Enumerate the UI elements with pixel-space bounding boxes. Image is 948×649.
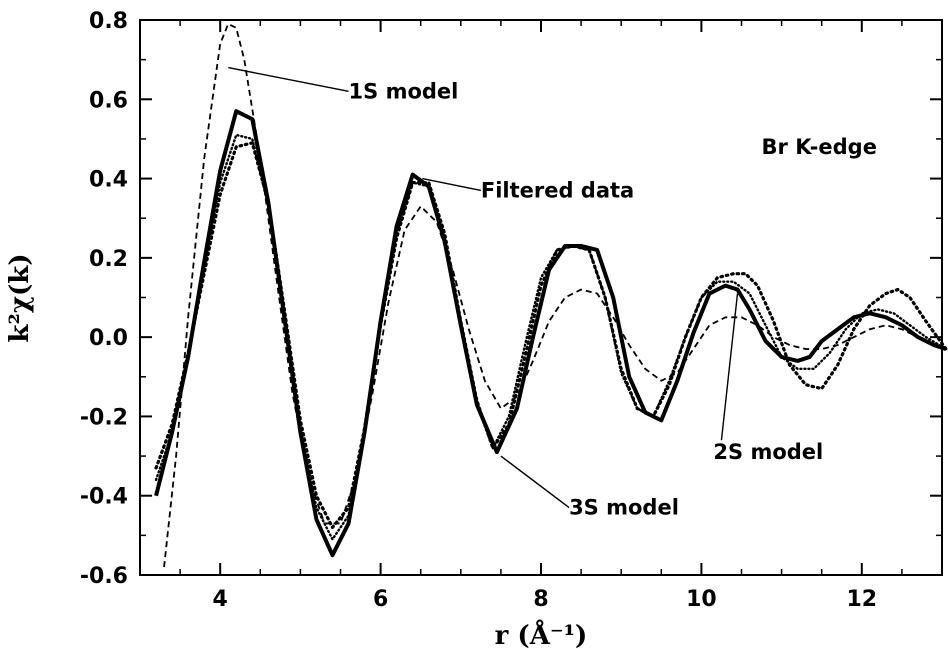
x-tick-labels: 4 6 8 10 12 (213, 587, 878, 612)
y-tick-label: -0.4 (80, 485, 128, 510)
annotation-3s-model: 3S model (569, 496, 679, 520)
annotation-2s-model: 2S model (713, 440, 823, 464)
y-tick-labels: -0.6 -0.4 -0.2 0.0 0.2 0.4 0.6 0.8 (80, 9, 128, 589)
y-tick-label: 0.6 (89, 88, 128, 113)
y-tick-label: 0.0 (89, 326, 128, 351)
leader-line-3s-model (500, 455, 570, 509)
y-tick-label: 0.8 (89, 9, 128, 34)
annotation-br-k-edge: Br K-edge (762, 135, 877, 159)
x-tick-label: 8 (533, 587, 548, 612)
series-3s-model (154, 133, 948, 541)
series-1s-model (163, 23, 947, 568)
x-tick-label: 4 (213, 587, 228, 612)
series-layer (154, 23, 948, 568)
annotation-filtered-data: Filtered data (481, 178, 634, 202)
y-tick-label: 0.4 (89, 168, 128, 193)
tick-marks (139, 19, 943, 576)
leader-line-filtered-data (422, 177, 481, 192)
y-tick-label: 0.2 (89, 247, 128, 272)
x-tick-label: 6 (373, 587, 388, 612)
annotation-layer: 1S model Filtered data 3S model 2S model Br … (228, 66, 877, 520)
leader-line-2s-model (720, 293, 739, 441)
y-tick-label: -0.6 (80, 564, 128, 589)
y-tick-label: -0.2 (80, 405, 128, 430)
x-tick-label: 12 (846, 587, 877, 612)
x-tick-label: 10 (686, 587, 717, 612)
y-axis-title: k²χ(k) (5, 253, 35, 342)
x-axis-title: r (Å⁻¹) (495, 620, 588, 649)
annotation-1s-model: 1S model (349, 79, 459, 103)
leader-line-1s-model (228, 66, 349, 93)
